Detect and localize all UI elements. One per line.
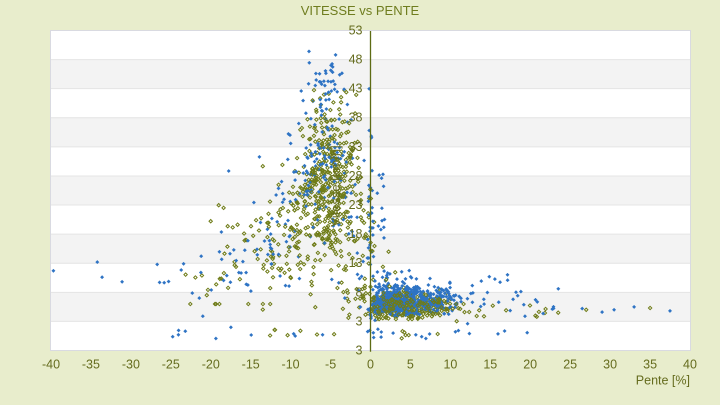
svg-text:48: 48 <box>349 53 363 67</box>
svg-text:Vitesse [km/h]: Vitesse [km/h] <box>328 145 343 226</box>
svg-text:0: 0 <box>367 358 374 372</box>
svg-text:20: 20 <box>523 358 537 372</box>
svg-text:-10: -10 <box>282 358 300 372</box>
svg-text:18: 18 <box>349 227 363 241</box>
svg-text:8: 8 <box>356 285 363 299</box>
svg-text:53: 53 <box>349 23 363 37</box>
svg-text:5: 5 <box>407 358 414 372</box>
svg-text:23: 23 <box>349 198 363 212</box>
svg-text:13: 13 <box>349 256 363 270</box>
svg-text:Pente [%]: Pente [%] <box>636 374 690 388</box>
svg-text:40: 40 <box>683 358 697 372</box>
svg-text:-35: -35 <box>82 358 100 372</box>
svg-text:33: 33 <box>349 140 363 154</box>
svg-text:-40: -40 <box>42 358 60 372</box>
svg-text:28: 28 <box>349 169 363 183</box>
svg-text:3: 3 <box>356 314 363 328</box>
svg-text:3: 3 <box>356 343 363 357</box>
svg-text:VITESSE vs PENTE: VITESSE vs PENTE <box>301 3 420 18</box>
svg-text:43: 43 <box>349 82 363 96</box>
svg-text:-15: -15 <box>242 358 260 372</box>
svg-text:35: 35 <box>643 358 657 372</box>
svg-text:-25: -25 <box>162 358 180 372</box>
svg-text:38: 38 <box>349 111 363 125</box>
svg-text:-20: -20 <box>202 358 220 372</box>
svg-text:10: 10 <box>443 358 457 372</box>
svg-text:15: 15 <box>483 358 497 372</box>
svg-text:-30: -30 <box>122 358 140 372</box>
svg-text:25: 25 <box>563 358 577 372</box>
svg-text:-5: -5 <box>325 358 336 372</box>
svg-text:30: 30 <box>603 358 617 372</box>
